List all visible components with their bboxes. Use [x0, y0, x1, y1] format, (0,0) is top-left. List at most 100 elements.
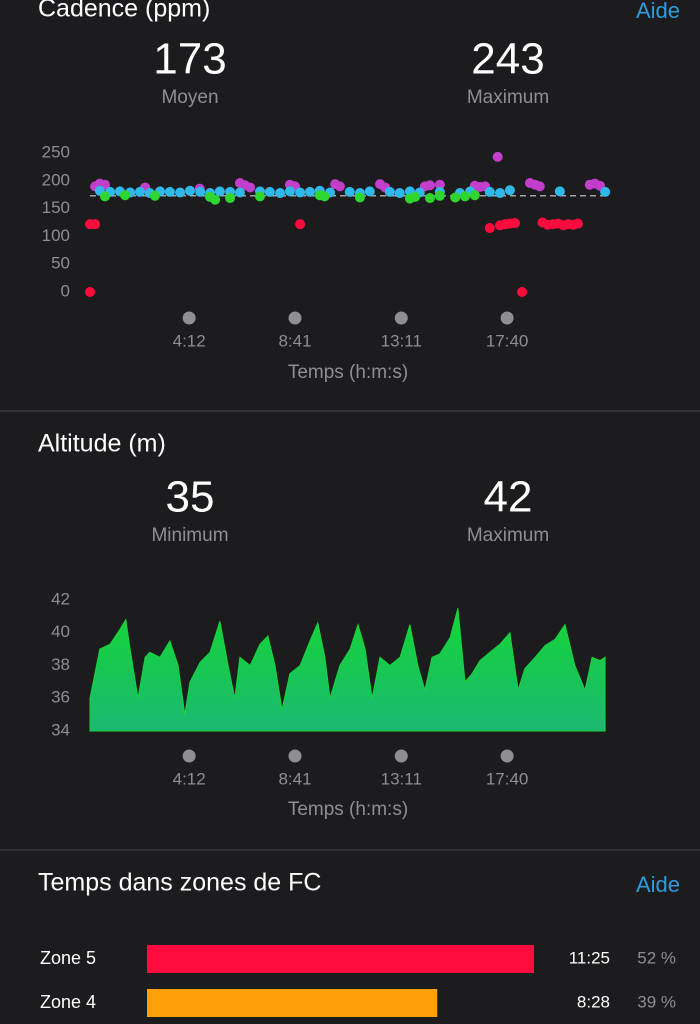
cadence-point	[509, 218, 520, 229]
y-tick-label: 100	[42, 226, 70, 245]
cadence-point	[469, 190, 480, 201]
cadence-point	[134, 186, 145, 197]
cadence-point	[504, 185, 515, 196]
x-axis-title: Temps (h:m:s)	[288, 362, 408, 383]
stat-label: Minimum	[151, 525, 228, 546]
cadence-point	[264, 186, 275, 197]
cadence-point	[275, 188, 286, 199]
cadence-point	[85, 287, 95, 297]
stat-value: 42	[484, 473, 533, 522]
cadence-point	[424, 180, 435, 191]
x-tick-label: 13:11	[381, 331, 422, 350]
x-tick-label: 8:41	[278, 331, 311, 350]
stat-label: Moyen	[161, 87, 218, 108]
cadence-point	[354, 192, 365, 203]
cadence-point	[554, 186, 565, 197]
cadence-point	[572, 218, 583, 229]
y-tick-label: 0	[61, 281, 70, 300]
zone-bar	[147, 945, 534, 973]
cadence-point	[394, 188, 405, 199]
cadence-point	[90, 219, 101, 230]
y-tick-label: 42	[51, 589, 70, 608]
x-tick-label: 17:40	[486, 769, 529, 788]
zone-label: Zone 5	[40, 948, 96, 968]
cadence-point	[600, 186, 611, 197]
cadence-point	[225, 193, 236, 204]
x-tick-dot	[182, 749, 196, 763]
cadence-point	[319, 191, 330, 202]
help-link[interactable]: Aide	[636, 0, 680, 23]
cadence-point	[254, 191, 265, 202]
cadence-point	[484, 186, 495, 197]
x-tick-dot	[500, 749, 514, 763]
section-title: Altitude (m)	[38, 430, 166, 458]
cadence-point	[120, 190, 131, 201]
cadence-point	[304, 186, 315, 197]
cadence-point	[334, 181, 345, 192]
cadence-point	[450, 192, 461, 203]
y-tick-label: 150	[42, 198, 70, 217]
zone-time: 11:25	[569, 948, 610, 967]
x-tick-dot	[394, 311, 408, 325]
altitude-area	[89, 608, 606, 732]
cadence-point	[99, 191, 110, 202]
cadence-point	[492, 151, 503, 162]
cadence-point	[245, 182, 256, 193]
x-tick-dot	[500, 311, 514, 325]
zone-percent: 52 %	[637, 948, 676, 967]
x-tick-label: 4:12	[173, 331, 206, 350]
x-tick-dot	[182, 311, 196, 325]
cadence-point	[164, 186, 175, 197]
zone-percent: 39 %	[637, 992, 676, 1011]
zone-label: Zone 4	[40, 992, 96, 1012]
cadence-point	[175, 187, 186, 198]
cadence-point	[149, 190, 160, 201]
stat-label: Maximum	[467, 87, 549, 108]
cadence-point	[495, 188, 506, 199]
section-title: Cadence (ppm)	[38, 0, 210, 23]
x-axis-title: Temps (h:m:s)	[288, 799, 408, 820]
x-tick-label: 8:41	[278, 769, 311, 788]
stat-value: 243	[471, 35, 544, 84]
cadence-point	[184, 185, 195, 196]
stat-value: 173	[153, 35, 226, 84]
cadence-point	[434, 190, 445, 201]
cadence-point	[424, 193, 435, 204]
cadence-point	[295, 187, 306, 198]
cadence-point	[210, 194, 221, 205]
cadence-point	[534, 181, 545, 192]
cadence-point	[517, 287, 528, 297]
cadence-point	[410, 191, 421, 202]
x-tick-label: 13:11	[381, 769, 422, 788]
cadence-point	[284, 186, 295, 197]
y-tick-label: 36	[51, 688, 70, 707]
stat-value: 35	[166, 473, 215, 522]
cadence-point	[434, 179, 445, 190]
y-tick-label: 38	[51, 655, 70, 674]
cadence-point	[234, 187, 245, 198]
cadence-point	[460, 191, 471, 202]
y-tick-label: 250	[42, 142, 70, 161]
x-tick-dot	[394, 749, 408, 763]
x-tick-dot	[288, 311, 302, 325]
help-link[interactable]: Aide	[636, 872, 680, 897]
y-tick-label: 50	[51, 254, 70, 273]
y-tick-label: 200	[42, 170, 70, 189]
y-tick-label: 34	[51, 720, 70, 739]
cadence-point	[195, 186, 206, 197]
cadence-point	[214, 186, 225, 197]
cadence-point	[384, 186, 395, 197]
x-tick-label: 4:12	[173, 769, 206, 788]
x-tick-dot	[288, 749, 302, 763]
cadence-point	[295, 219, 306, 230]
cadence-point	[344, 186, 355, 197]
y-tick-label: 40	[51, 622, 70, 641]
cadence-point	[484, 223, 495, 234]
cadence-point	[364, 186, 375, 197]
section-title: Temps dans zones de FC	[38, 869, 321, 897]
stat-label: Maximum	[467, 525, 549, 546]
zone-time: 8:28	[577, 992, 610, 1011]
x-tick-label: 17:40	[486, 331, 529, 350]
